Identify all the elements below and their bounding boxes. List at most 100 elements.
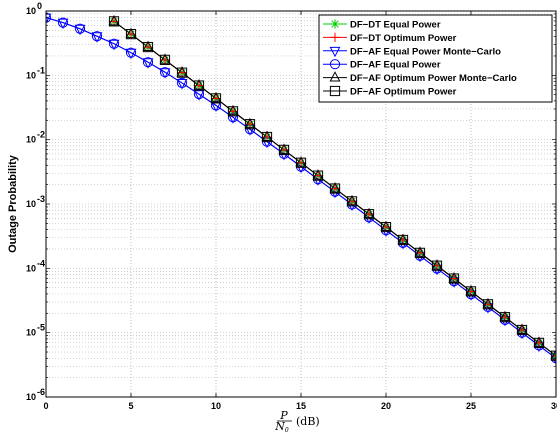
data-point-shape	[516, 324, 528, 336]
data-point-shape	[550, 349, 556, 360]
data-point	[57, 17, 69, 28]
data-point	[346, 196, 358, 207]
data-point	[108, 16, 120, 27]
data-point-shape	[363, 207, 375, 219]
x-tick-label: 5	[128, 401, 133, 411]
legend-marker	[330, 19, 340, 29]
x-tick-label: 25	[466, 401, 476, 411]
y-tick-label: 10	[26, 70, 36, 80]
data-point-shape	[278, 144, 290, 155]
data-point-shape	[57, 17, 69, 28]
x-tick-label: 0	[43, 401, 48, 411]
data-point	[465, 286, 477, 297]
data-point-shape	[414, 246, 426, 257]
data-point-shape	[414, 247, 426, 258]
data-point	[397, 234, 409, 246]
data-point-shape	[244, 117, 256, 129]
data-point	[176, 67, 188, 78]
data-point	[108, 39, 120, 51]
y-tick-label-base: 10	[26, 6, 36, 16]
data-point	[533, 336, 545, 347]
data-point-shape	[295, 156, 307, 167]
data-point-shape	[176, 66, 188, 77]
data-point	[176, 77, 188, 89]
data-point-shape	[91, 31, 103, 42]
y-tick-label: 10	[26, 263, 36, 273]
data-point	[550, 349, 556, 360]
y-tick-label: 10	[26, 392, 36, 402]
data-point-shape	[312, 169, 324, 180]
legend-label: DF−AF Optimum Power Monte−Carlo	[350, 73, 517, 84]
data-point	[244, 117, 256, 129]
legend-label: DF−DT Equal Power	[350, 20, 441, 31]
data-point	[108, 38, 120, 49]
data-point-shape	[91, 32, 103, 43]
legend-label: DF−AF Optimum Power	[350, 87, 457, 98]
data-point	[227, 104, 239, 116]
x-axis-unit: (dB)	[296, 415, 320, 428]
data-point-shape	[227, 104, 239, 116]
legend-entry: DF−AF Equal Power Monte−Carlo	[323, 46, 501, 57]
data-point-shape	[210, 93, 222, 104]
data-point-shape	[516, 323, 528, 334]
data-point-shape	[108, 38, 120, 49]
data-point	[193, 80, 205, 91]
data-point	[312, 170, 324, 181]
data-point	[210, 91, 222, 103]
data-point-shape	[125, 48, 137, 60]
data-point	[142, 57, 154, 68]
data-point	[550, 350, 556, 361]
data-point-shape	[74, 24, 86, 36]
data-point-shape	[142, 58, 154, 69]
data-point-shape	[448, 272, 460, 283]
data-point	[125, 48, 137, 60]
data-point	[91, 32, 103, 43]
data-point	[516, 324, 528, 336]
data-point-shape	[312, 170, 324, 181]
data-point	[499, 310, 511, 322]
data-point-shape	[465, 286, 477, 297]
data-point-shape	[159, 67, 171, 78]
data-point-shape	[295, 157, 307, 168]
data-point-shape	[159, 54, 171, 65]
data-point-shape	[380, 220, 392, 232]
data-point	[159, 54, 171, 65]
data-point-shape	[465, 284, 477, 296]
data-point	[193, 90, 205, 101]
data-point-shape	[193, 90, 205, 101]
x-axis-fraction-denominator-base: N	[274, 420, 285, 433]
data-point-shape	[499, 310, 511, 322]
legend-marker	[329, 59, 341, 70]
data-point-shape	[261, 131, 273, 143]
y-tick-label-exponent: -4	[37, 258, 45, 268]
data-point-shape	[346, 196, 358, 207]
data-point-shape	[380, 221, 392, 233]
data-point-shape	[142, 41, 154, 53]
data-point-shape	[108, 14, 120, 26]
series-4-markers	[108, 14, 556, 360]
data-point-shape	[499, 312, 511, 323]
data-point	[329, 183, 341, 194]
data-point	[448, 273, 460, 284]
legend-marker-shape	[329, 71, 341, 82]
data-point	[125, 47, 137, 58]
data-point-shape	[329, 182, 341, 193]
data-point-shape	[176, 67, 188, 78]
data-point	[380, 221, 392, 233]
data-point	[176, 66, 188, 77]
legend-marker	[329, 71, 341, 82]
data-point-shape	[57, 18, 69, 30]
series-5-markers	[108, 16, 556, 361]
data-point-shape	[176, 77, 188, 89]
data-point-shape	[533, 337, 545, 348]
data-point	[244, 119, 256, 130]
data-point	[499, 312, 511, 323]
data-point	[363, 209, 375, 220]
x-tick-label: 15	[296, 401, 306, 411]
data-point	[329, 182, 341, 193]
x-axis-fraction-denominator: N0	[274, 420, 289, 434]
data-point	[312, 169, 324, 180]
data-point	[46, 13, 52, 25]
y-tick-label-base: 10	[26, 199, 36, 209]
